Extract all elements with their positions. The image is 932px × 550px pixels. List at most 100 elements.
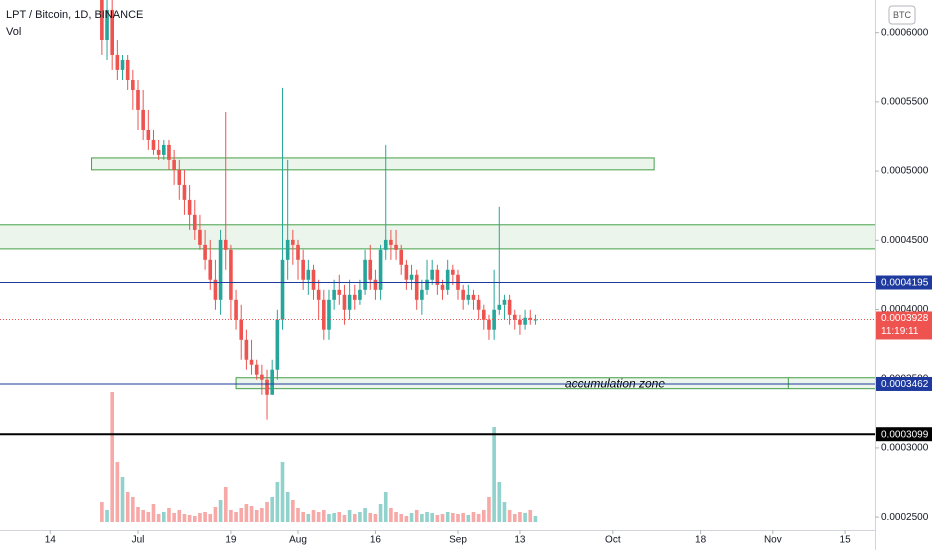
volume-bar: [518, 512, 522, 522]
y-tick-label: 0.0006000: [881, 27, 929, 38]
candle-body: [280, 259, 285, 320]
volume-bar: [337, 512, 342, 522]
volume-bar: [172, 513, 176, 522]
zone: [0, 224, 875, 250]
currency-button[interactable]: [888, 5, 916, 25]
candle-body: [471, 294, 476, 300]
zone: [235, 377, 875, 390]
volume-bar: [291, 500, 295, 522]
volume-bar: [476, 514, 481, 522]
volume-bar: [151, 504, 156, 522]
volume-bar: [316, 512, 321, 522]
candle-body: [218, 239, 223, 300]
volume-bar: [125, 492, 130, 522]
volume-bar: [347, 510, 352, 522]
candle-body: [146, 129, 151, 140]
volume-bar: [363, 508, 367, 522]
currency-label[interactable]: BTC: [893, 10, 912, 20]
candle-body: [110, 9, 114, 55]
candle-body: [105, 9, 109, 41]
candle-body: [332, 289, 336, 300]
last-price-label: 0.0003928: [881, 313, 929, 324]
volume-bar: [192, 516, 197, 522]
candle-body: [420, 289, 424, 300]
candle-body: [358, 289, 362, 300]
candle-body: [512, 314, 517, 320]
candle-body: [306, 269, 311, 280]
x-tick-label: Aug: [289, 535, 307, 546]
volume-bar: [332, 513, 336, 522]
candle-body: [100, 0, 104, 41]
axes: 0.00025000.00030000.00035000.00040000.00…: [45, 27, 932, 546]
candle-body: [425, 279, 429, 290]
volume-bar: [100, 502, 104, 522]
volume-bar: [471, 512, 476, 522]
candle-body: [533, 319, 538, 321]
candle-body: [528, 317, 533, 320]
volume-bar: [373, 514, 378, 522]
volume-bar: [306, 514, 311, 522]
candle-body: [466, 294, 471, 300]
candle-body: [311, 269, 316, 290]
candle-body: [291, 239, 295, 245]
volume-bar: [394, 512, 398, 522]
level-tag: [876, 275, 932, 290]
volume-bar: [502, 502, 507, 522]
candle-body: [383, 239, 388, 250]
candle-body: [316, 289, 321, 300]
x-tick-label: 13: [514, 535, 526, 546]
candle-body: [389, 239, 393, 245]
volume-bar: [461, 513, 465, 522]
volume-bar: [327, 514, 331, 522]
candle-body: [198, 229, 202, 245]
volume-bar: [389, 508, 393, 522]
candle-body: [120, 59, 125, 70]
candle-body: [172, 159, 176, 170]
countdown: 11:19:11: [881, 326, 919, 337]
volume-bar: [528, 510, 533, 522]
x-tick-label: 18: [695, 535, 707, 546]
volume-bar: [383, 492, 388, 522]
volume-bar: [296, 508, 300, 522]
last-price-tag: [876, 311, 932, 340]
volume-bar: [285, 492, 290, 522]
candle-body: [136, 89, 140, 110]
candle-body: [244, 339, 249, 360]
volume-bar: [301, 512, 305, 522]
candle-body: [275, 319, 280, 370]
x-tick-label: 15: [840, 535, 852, 546]
candle-body: [487, 319, 491, 330]
candle-body: [239, 319, 244, 340]
level-tag: [876, 427, 932, 442]
candle-body: [476, 299, 481, 310]
volume-bar: [146, 512, 151, 522]
x-tick-label: 14: [45, 535, 57, 546]
volume-bar: [512, 514, 517, 522]
volume-bar: [414, 510, 419, 522]
candle-body: [249, 359, 254, 365]
volume-bar: [466, 515, 471, 522]
volume-bar: [507, 510, 512, 522]
volume-bar: [131, 497, 135, 522]
candle-body: [368, 259, 373, 280]
y-tick-label: 0.0004500: [881, 235, 929, 246]
candle-body: [125, 59, 130, 81]
candle-body: [213, 279, 218, 300]
volume-bar: [213, 507, 218, 522]
volume-bar: [445, 512, 450, 522]
candle-body: [342, 294, 347, 310]
candle-body: [363, 259, 367, 290]
volume-bar: [342, 515, 347, 522]
candle-body: [234, 299, 238, 320]
candle-body: [451, 269, 455, 275]
volume-bar: [223, 487, 228, 522]
y-tick-label: 0.0003000: [881, 443, 929, 454]
candle-body: [115, 54, 120, 70]
candle-body: [352, 294, 357, 300]
volume-bar: [430, 513, 434, 522]
y-tick-label: 0.0005500: [881, 97, 929, 108]
y-tick-label: 0.0002500: [881, 512, 929, 523]
level-tag-label: 0.0004195: [881, 278, 929, 289]
volume-bar: [456, 514, 460, 522]
